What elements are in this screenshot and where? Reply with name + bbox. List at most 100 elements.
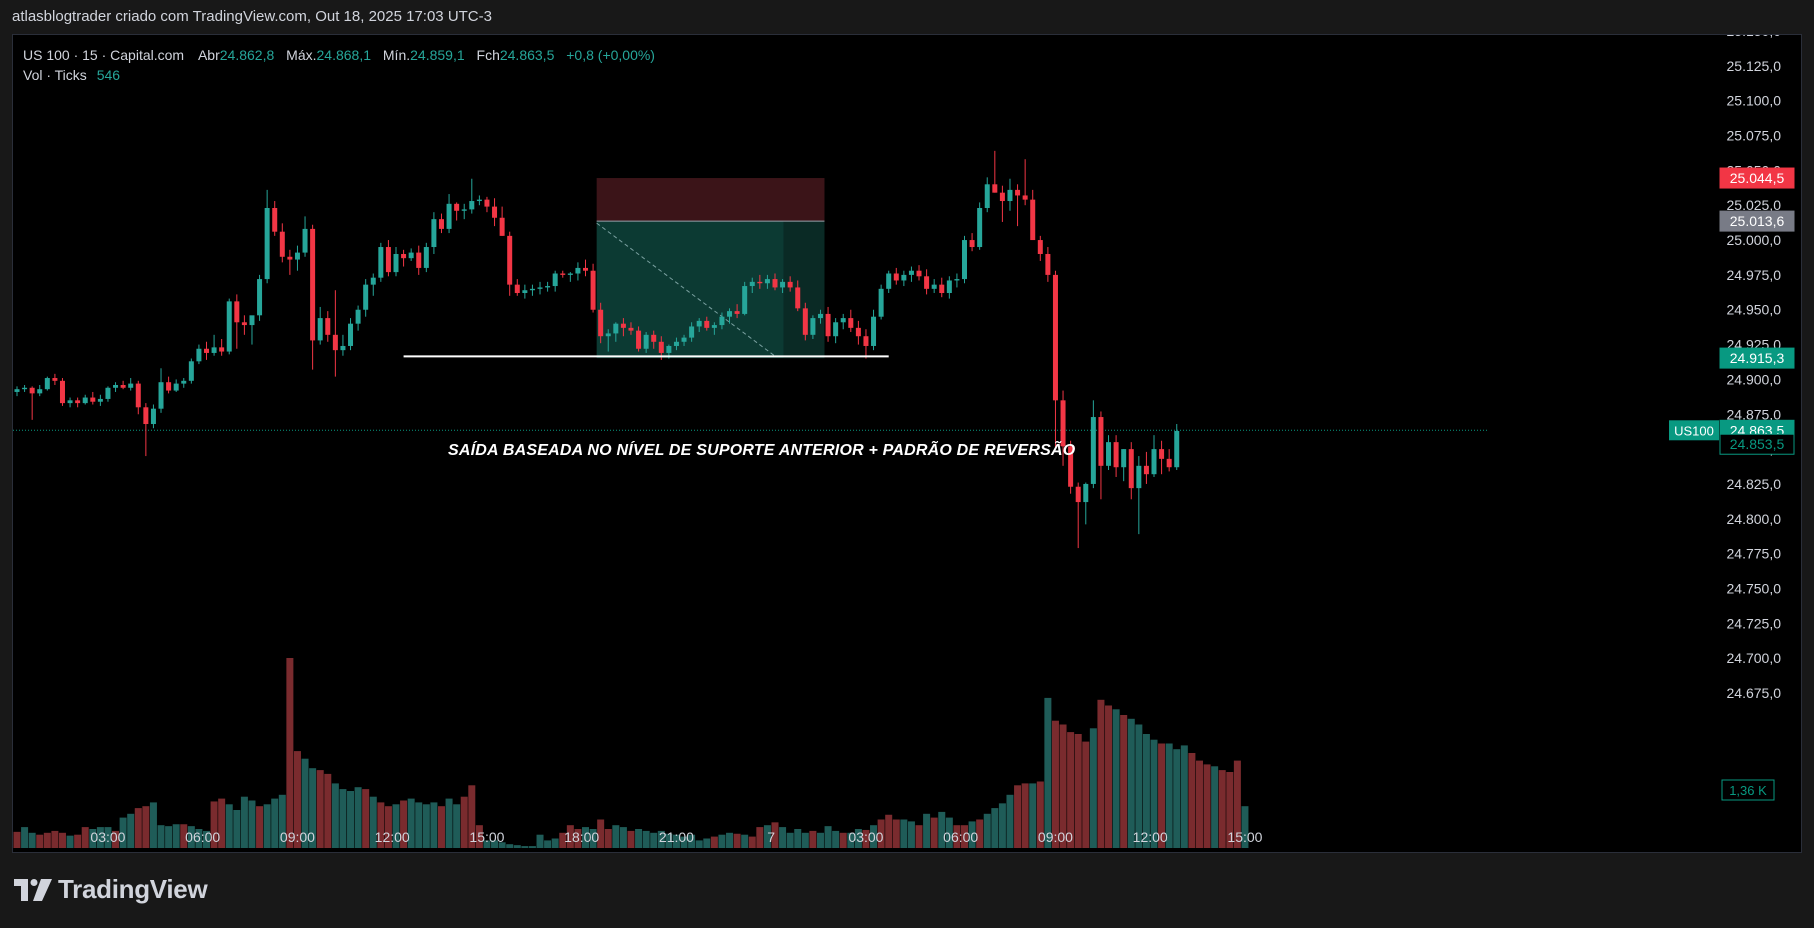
candle-body: [158, 382, 164, 409]
candle-body: [749, 281, 755, 287]
candlestick-chart[interactable]: 25.150,025.125,025.100,025.075,025.050,0…: [13, 35, 1802, 853]
volume-bar: [907, 821, 915, 848]
volume-bar: [1195, 760, 1203, 848]
candle-body: [969, 240, 975, 248]
candle-body: [1007, 189, 1013, 202]
candle-body: [1128, 449, 1134, 489]
candle-body: [734, 311, 740, 314]
volume-bar: [218, 798, 226, 848]
volume-bar: [89, 829, 97, 848]
volume-bar: [771, 822, 779, 848]
volume-bar: [468, 785, 476, 848]
candle-body: [507, 235, 513, 285]
volume-bar: [968, 821, 976, 848]
candle-body: [1106, 442, 1112, 466]
volume-bar: [839, 832, 847, 848]
candle-body: [340, 345, 346, 351]
volume-bar: [1105, 705, 1113, 848]
candle-body: [628, 327, 634, 331]
chart-area[interactable]: 25.150,025.125,025.100,025.075,025.050,0…: [12, 34, 1802, 853]
candle-body: [742, 286, 748, 314]
candle-body: [181, 380, 187, 384]
volume-bar: [81, 827, 89, 848]
volume-label[interactable]: Vol · Ticks: [23, 67, 87, 83]
volume-bar: [726, 832, 734, 848]
candle-body: [1037, 240, 1043, 254]
price-badge: [1719, 210, 1795, 232]
volume-bar: [695, 840, 703, 848]
volume-bar: [491, 840, 499, 848]
volume-bar: [172, 824, 180, 848]
candle-body: [29, 387, 35, 394]
candle-body: [113, 384, 119, 388]
volume-bar: [475, 825, 483, 848]
candle-body: [1151, 449, 1157, 475]
candle-body: [529, 288, 535, 291]
volume-bar: [309, 768, 317, 848]
candle-body: [385, 247, 391, 273]
volume-bar: [672, 834, 680, 848]
candle-body: [105, 387, 111, 399]
candle-body: [59, 380, 65, 404]
high-label: Máx.: [286, 47, 317, 63]
x-tick-label: 06:00: [943, 829, 978, 845]
volume-bar: [657, 830, 665, 848]
volume-bar: [286, 658, 294, 848]
volume-bar: [437, 806, 445, 848]
candle-body: [848, 318, 854, 328]
candle-body: [1113, 442, 1119, 468]
volume-bar: [21, 827, 29, 848]
candle-body: [795, 287, 801, 309]
volume-bar: [354, 787, 362, 848]
y-tick-label: 25.150,0: [1727, 35, 1782, 39]
x-tick-label: 15:00: [469, 829, 504, 845]
volume-bar: [574, 829, 582, 848]
volume-bar: [225, 804, 233, 848]
volume-bar: [96, 827, 104, 848]
candle-body: [711, 325, 717, 328]
volume-bar: [619, 827, 627, 848]
candle-body: [673, 341, 679, 346]
y-tick-label: 25.075,0: [1727, 128, 1782, 144]
tradingview-logo[interactable]: TradingView: [14, 874, 208, 905]
volume-bar: [134, 808, 142, 848]
candle-body: [44, 378, 50, 390]
candle-body: [605, 333, 611, 337]
y-tick-label: 24.950,0: [1727, 302, 1782, 318]
annotation-text[interactable]: SAÍDA BASEADA NO NÍVEL DE SUPORTE ANTERI…: [448, 442, 1076, 459]
candle-body: [1015, 189, 1021, 196]
volume-bar: [551, 838, 559, 848]
candle-body: [37, 389, 43, 394]
volume-bar: [331, 783, 339, 848]
y-tick-label: 24.725,0: [1727, 615, 1782, 631]
volume-bar: [854, 829, 862, 848]
volume-bar: [1051, 720, 1059, 848]
volume-bar: [1218, 770, 1226, 848]
volume-bar: [938, 811, 946, 848]
low-label: Mín.: [382, 47, 411, 63]
candle-body: [613, 323, 619, 334]
candle-body: [120, 384, 126, 388]
close-label: Fch: [476, 47, 500, 63]
candle-body: [567, 273, 573, 275]
volume-bar: [362, 789, 370, 848]
candle-body: [620, 323, 626, 328]
volume-bar: [1120, 715, 1128, 848]
candle-body: [82, 397, 88, 404]
volume-bar: [240, 796, 248, 848]
change-value: +0,8 (+0,00%): [566, 47, 655, 63]
symbol-label[interactable]: US 100 · 15 · Capital.com: [23, 47, 185, 63]
volume-bar: [1112, 709, 1120, 848]
candle-body: [408, 252, 414, 259]
volume-bar: [900, 819, 908, 848]
candle-body: [257, 279, 263, 316]
volume-bar: [589, 829, 597, 848]
candle-body: [454, 203, 460, 211]
volume-bar: [483, 840, 491, 848]
volume-bar: [635, 829, 643, 848]
candle-body: [954, 279, 960, 281]
candle-body: [727, 311, 733, 317]
candle-body: [916, 270, 922, 277]
y-tick-label: 25.125,0: [1727, 58, 1782, 74]
volume-bar: [945, 817, 953, 848]
